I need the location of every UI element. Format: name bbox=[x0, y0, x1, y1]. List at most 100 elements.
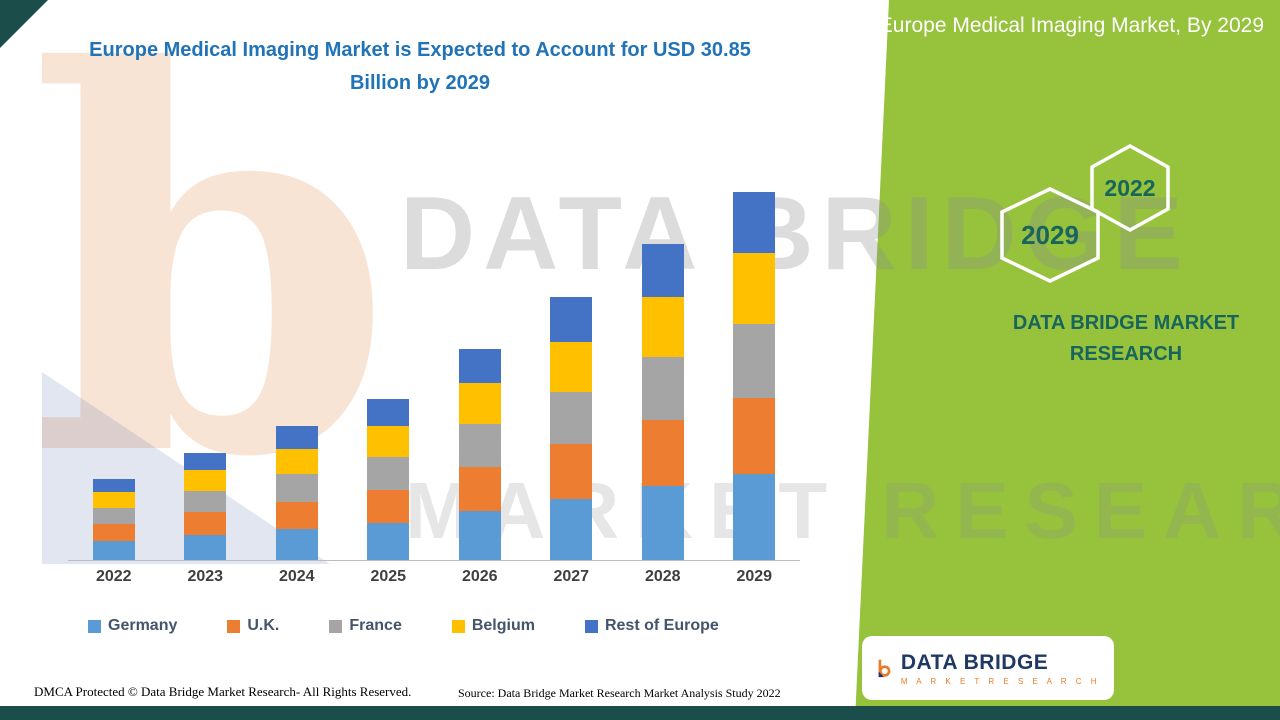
bar-group-2029 bbox=[709, 191, 801, 560]
legend-item-rest-of-europe: Rest of Europe bbox=[584, 617, 719, 635]
x-axis-label-2023: 2023 bbox=[187, 568, 224, 585]
bar-stack-2029 bbox=[733, 191, 776, 560]
bar-segment-2028-belgium bbox=[641, 297, 684, 358]
bar-segment-2027-u-k bbox=[550, 444, 593, 500]
x-axis-label-2029: 2029 bbox=[736, 568, 773, 585]
footer-source-text: Source: Data Bridge Market Research Mark… bbox=[458, 686, 781, 700]
hexagon-2022-outline bbox=[1090, 144, 1170, 232]
legend-label-france: France bbox=[349, 617, 402, 634]
bar-segment-2024-rest-of-europe bbox=[275, 426, 318, 449]
bar-segment-2023-rest-of-europe bbox=[184, 452, 227, 471]
bar-group-2023 bbox=[160, 452, 252, 560]
bar-segment-2026-france bbox=[458, 423, 501, 467]
bar-segment-2025-germany bbox=[367, 523, 410, 560]
logo-card: DATA BRIDGE M A R K E T R E S E A R C H bbox=[862, 636, 1114, 700]
bar-stack-2025 bbox=[367, 398, 410, 560]
x-axis-label-2024: 2024 bbox=[278, 568, 315, 585]
bar-segment-2027-rest-of-europe bbox=[550, 297, 593, 342]
bar-segment-2029-belgium bbox=[733, 253, 776, 324]
bar-segment-2029-germany bbox=[733, 474, 776, 560]
bar-stack-2024 bbox=[275, 426, 318, 560]
hexagon-badges: 2029 2022 bbox=[1000, 144, 1170, 283]
bar-segment-2023-france bbox=[184, 490, 227, 513]
hexagon-2022-label: 2022 bbox=[1104, 175, 1155, 201]
bar-group-2022 bbox=[68, 478, 160, 560]
bar-group-2027 bbox=[526, 297, 618, 560]
bar-segment-2025-rest-of-europe bbox=[367, 398, 410, 427]
bar-segment-2028-germany bbox=[641, 486, 684, 560]
watermark-text-line1: DATA BRIDGE bbox=[400, 176, 1191, 292]
x-axis-label-2025: 2025 bbox=[370, 568, 407, 585]
x-axis-labels: 2022 2023 2024 2025 2026 2027 2028 2029 bbox=[68, 568, 800, 586]
bar-segment-2023-u-k bbox=[184, 512, 227, 535]
bar-group-2025 bbox=[343, 398, 435, 560]
x-axis-label-2028: 2028 bbox=[644, 568, 681, 585]
bar-segment-2024-germany bbox=[275, 529, 318, 560]
bar-chart bbox=[68, 178, 800, 561]
legend-label-rest-of-europe: Rest of Europe bbox=[604, 617, 719, 634]
legend-swatch-france bbox=[329, 619, 343, 633]
hexagon-2029-label: 2029 bbox=[1021, 220, 1079, 250]
chart-legend: Germany U.K. France Belgium Rest of Europe bbox=[88, 617, 719, 635]
bar-segment-2024-belgium bbox=[275, 448, 318, 474]
legend-swatch-germany bbox=[88, 619, 101, 633]
bar-segment-2027-france bbox=[550, 391, 593, 445]
x-axis-label-2026: 2026 bbox=[461, 568, 498, 585]
x-axis-label-2027: 2027 bbox=[553, 568, 590, 585]
bar-segment-2023-germany bbox=[184, 534, 227, 560]
legend-label-germany: Germany bbox=[108, 617, 178, 634]
bar-segment-2025-belgium bbox=[367, 426, 410, 458]
footer-dmca-text: DMCA Protected © Data Bridge Market Rese… bbox=[34, 684, 412, 699]
bar-segment-2026-germany bbox=[458, 511, 501, 560]
bar-segment-2029-france bbox=[733, 323, 776, 398]
data-bridge-logo-icon bbox=[878, 659, 891, 678]
legend-label-belgium: Belgium bbox=[471, 617, 535, 634]
logo-text-block: DATA BRIDGE M A R K E T R E S E A R C H bbox=[901, 651, 1100, 686]
side-brand-text: DATA BRIDGE MARKET RESEARCH bbox=[1012, 312, 1240, 365]
bottom-bar-decoration bbox=[0, 706, 1280, 720]
legend-item-belgium: Belgium bbox=[451, 617, 535, 635]
logo-subtitle: M A R K E T R E S E A R C H bbox=[900, 676, 1100, 686]
bar-segment-2028-rest-of-europe bbox=[641, 243, 684, 298]
legend-swatch-belgium bbox=[451, 619, 465, 633]
bar-group-2028 bbox=[617, 243, 709, 560]
bar-stack-2026 bbox=[458, 348, 501, 560]
bar-segment-2029-rest-of-europe bbox=[733, 191, 776, 254]
bar-segment-2026-rest-of-europe bbox=[458, 348, 501, 384]
bar-segment-2026-belgium bbox=[458, 383, 501, 424]
side-panel-title: Europe Medical Imaging Market, By 2029 bbox=[878, 14, 1264, 37]
side-panel-background bbox=[855, 0, 1280, 720]
bar-segment-2029-u-k bbox=[733, 397, 776, 474]
bar-segment-2027-belgium bbox=[550, 341, 593, 392]
chart-title: Europe Medical Imaging Market is Expecte… bbox=[89, 39, 751, 94]
x-axis-label-2022: 2022 bbox=[95, 568, 132, 585]
legend-swatch-u-k bbox=[227, 619, 241, 633]
legend-label-u-k: U.K. bbox=[247, 617, 280, 634]
bar-segment-2026-u-k bbox=[458, 466, 501, 512]
bar-segment-2022-france bbox=[92, 507, 135, 525]
legend-item-germany: Germany bbox=[88, 617, 177, 635]
bar-stack-2022 bbox=[92, 478, 135, 560]
bar-stack-2023 bbox=[184, 452, 227, 560]
logo-title: DATA BRIDGE bbox=[900, 650, 1049, 674]
bar-group-2024 bbox=[251, 426, 343, 560]
legend-item-france: France bbox=[329, 617, 402, 635]
bar-segment-2023-belgium bbox=[184, 470, 227, 491]
bar-segment-2024-france bbox=[275, 474, 318, 502]
bar-segment-2024-u-k bbox=[275, 501, 318, 529]
bar-segment-2022-rest-of-europe bbox=[92, 478, 135, 493]
bar-segment-2025-france bbox=[367, 457, 410, 490]
bar-segment-2025-u-k bbox=[367, 489, 410, 523]
bar-segment-2027-germany bbox=[550, 499, 593, 560]
bar-segment-2028-u-k bbox=[641, 420, 684, 486]
bar-group-2026 bbox=[434, 348, 526, 560]
bar-segment-2022-germany bbox=[92, 540, 135, 560]
bar-segment-2022-belgium bbox=[92, 492, 135, 508]
bar-stack-2027 bbox=[550, 297, 593, 560]
legend-item-u-k: U.K. bbox=[227, 617, 279, 635]
bar-segment-2028-france bbox=[641, 357, 684, 421]
bar-stack-2028 bbox=[641, 243, 684, 560]
legend-swatch-rest-of-europe bbox=[584, 619, 598, 633]
bar-segment-2022-u-k bbox=[92, 524, 135, 541]
